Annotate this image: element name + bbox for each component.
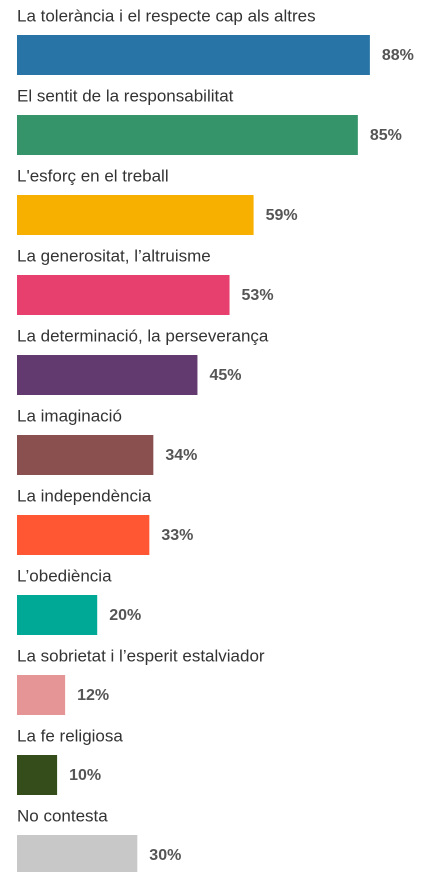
bar xyxy=(17,35,370,75)
bar xyxy=(17,595,98,635)
category-label: El sentit de la responsabilitat xyxy=(17,86,234,105)
category-label: La determinació, la perseverança xyxy=(17,326,269,345)
bar xyxy=(17,515,150,555)
value-label: 20% xyxy=(109,607,141,624)
category-label: No contesta xyxy=(17,806,108,825)
bar xyxy=(17,835,138,872)
value-label: 34% xyxy=(165,447,197,464)
value-label: 33% xyxy=(161,527,193,544)
category-label: La sobrietat i l’esperit estalviador xyxy=(17,646,265,665)
bar xyxy=(17,755,58,795)
bar xyxy=(17,435,154,475)
bar xyxy=(17,355,198,395)
bar xyxy=(17,275,230,315)
category-label: La generositat, l’altruisme xyxy=(17,246,211,265)
category-label: La tolerància i el respecte cap als altr… xyxy=(17,6,316,25)
value-label: 85% xyxy=(370,127,402,144)
bar xyxy=(17,115,358,155)
bar xyxy=(17,195,254,235)
category-label: L’obediència xyxy=(17,566,112,585)
value-label: 10% xyxy=(69,767,101,784)
category-label: L'esforç en el treball xyxy=(17,166,169,185)
value-label: 12% xyxy=(77,687,109,704)
value-label: 88% xyxy=(382,47,414,64)
category-label: La independència xyxy=(17,486,152,505)
value-label: 59% xyxy=(266,207,298,224)
category-label: La imaginació xyxy=(17,406,122,425)
category-label: La fe religiosa xyxy=(17,726,123,745)
value-label: 53% xyxy=(242,287,274,304)
value-label: 30% xyxy=(149,847,181,864)
value-label: 45% xyxy=(209,367,241,384)
bar xyxy=(17,675,66,715)
